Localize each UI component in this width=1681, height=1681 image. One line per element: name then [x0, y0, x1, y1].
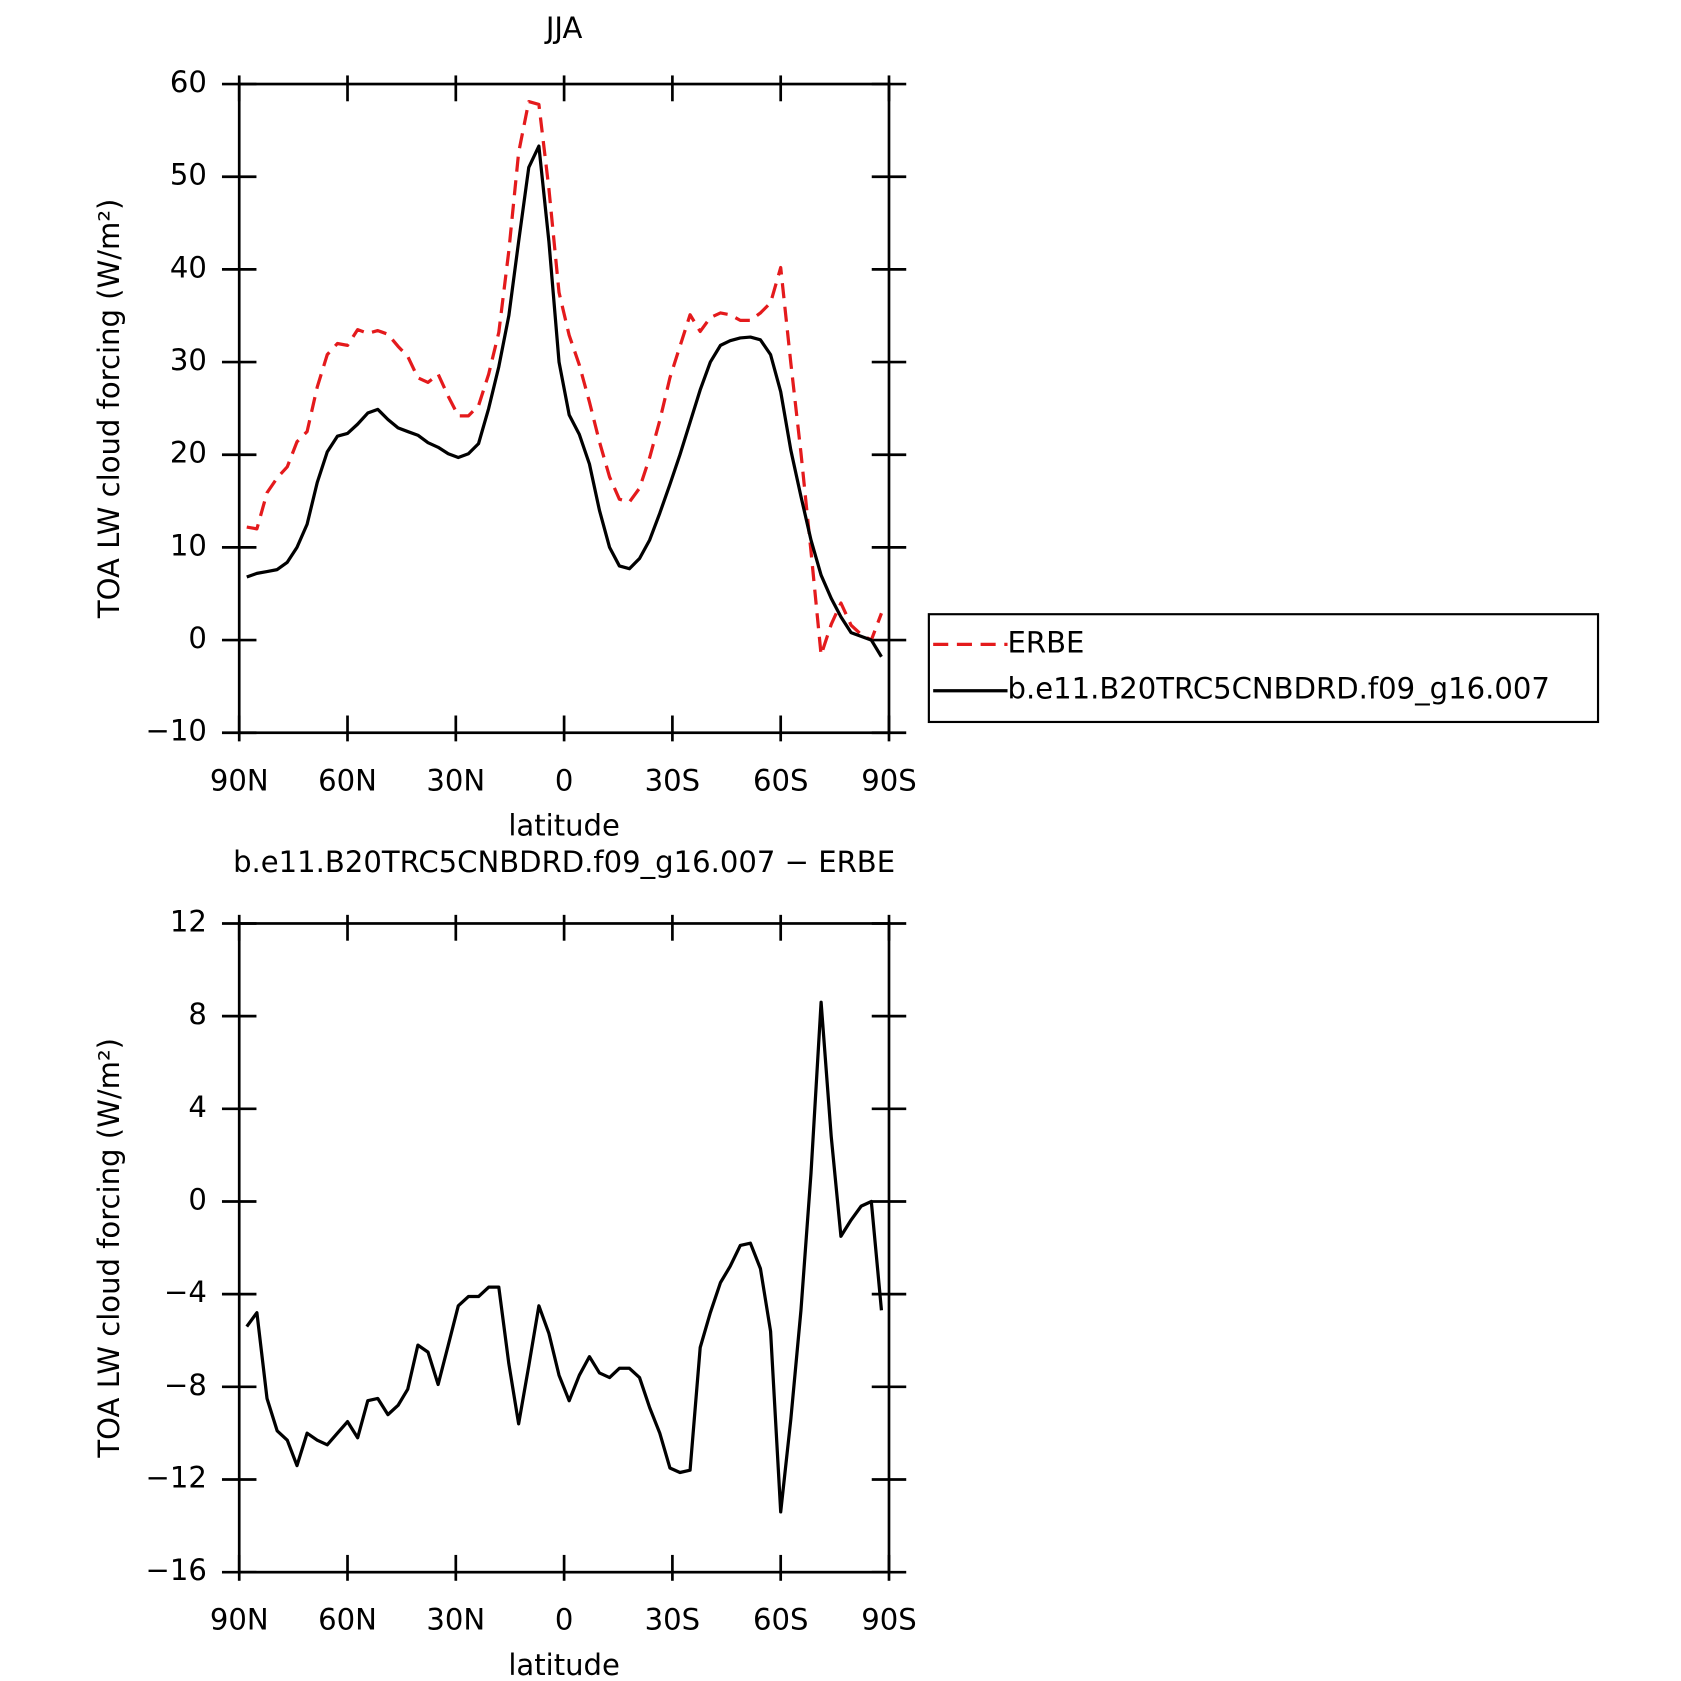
chart-title: b.e11.B20TRC5CNBDRD.f09_g16.007 − ERBE	[233, 845, 895, 879]
y-tick-label: 4	[188, 1090, 207, 1124]
plot-frame	[237, 82, 891, 735]
y-tick-label: 8	[188, 997, 207, 1031]
x-tick-label: 30S	[645, 1603, 700, 1637]
data-line	[246, 144, 883, 658]
y-tick-label: 50	[170, 158, 207, 192]
legend-label: ERBE	[1008, 625, 1085, 659]
x-tick-label: 60S	[753, 763, 808, 797]
x-tick-label: 90S	[861, 1603, 916, 1637]
x-tick-label: 90S	[861, 763, 916, 797]
y-tick-label: 12	[170, 904, 207, 938]
x-tick-label: 60S	[753, 1603, 808, 1637]
x-tick-label: 0	[555, 763, 574, 797]
x-tick-label: 90N	[210, 763, 269, 797]
x-tick-label: 30N	[426, 1603, 485, 1637]
x-axis-label: latitude	[508, 1648, 620, 1681]
y-tick-label: 30	[170, 343, 207, 377]
y-tick-label: −16	[146, 1553, 207, 1587]
chart-title: JJA	[544, 11, 583, 45]
y-tick-label: 10	[170, 528, 207, 562]
x-tick-label: 60N	[318, 763, 377, 797]
y-tick-label: 40	[170, 250, 207, 284]
y-tick-label: 0	[188, 1182, 207, 1216]
legend-label: b.e11.B20TRC5CNBDRD.f09_g16.007	[1008, 672, 1550, 706]
y-tick-label: 20	[170, 436, 207, 470]
legend-box	[927, 613, 1600, 724]
y-tick-label: −12	[146, 1460, 207, 1494]
y-tick-label: −10	[146, 714, 207, 748]
y-axis-label: TOA LW cloud forcing (W/m²)	[92, 1038, 126, 1459]
x-tick-label: 90N	[210, 1603, 269, 1637]
y-tick-label: 60	[170, 65, 207, 99]
x-axis-label: latitude	[508, 809, 620, 843]
y-tick-label: −8	[164, 1368, 207, 1402]
data-line	[245, 1000, 884, 1514]
x-tick-label: 60N	[318, 1603, 377, 1637]
x-tick-label: 30N	[426, 763, 485, 797]
y-tick-label: −4	[164, 1275, 207, 1309]
y-axis-label: TOA LW cloud forcing (W/m²)	[92, 199, 126, 620]
plot-frame	[237, 922, 891, 1574]
x-tick-label: 0	[555, 1603, 574, 1637]
y-tick-label: 0	[188, 621, 207, 655]
data-line	[246, 99, 883, 657]
legend: ERBE b.e11.B20TRC5CNBDRD.f09_g16.007	[927, 613, 1600, 724]
x-tick-label: 30S	[645, 763, 700, 797]
